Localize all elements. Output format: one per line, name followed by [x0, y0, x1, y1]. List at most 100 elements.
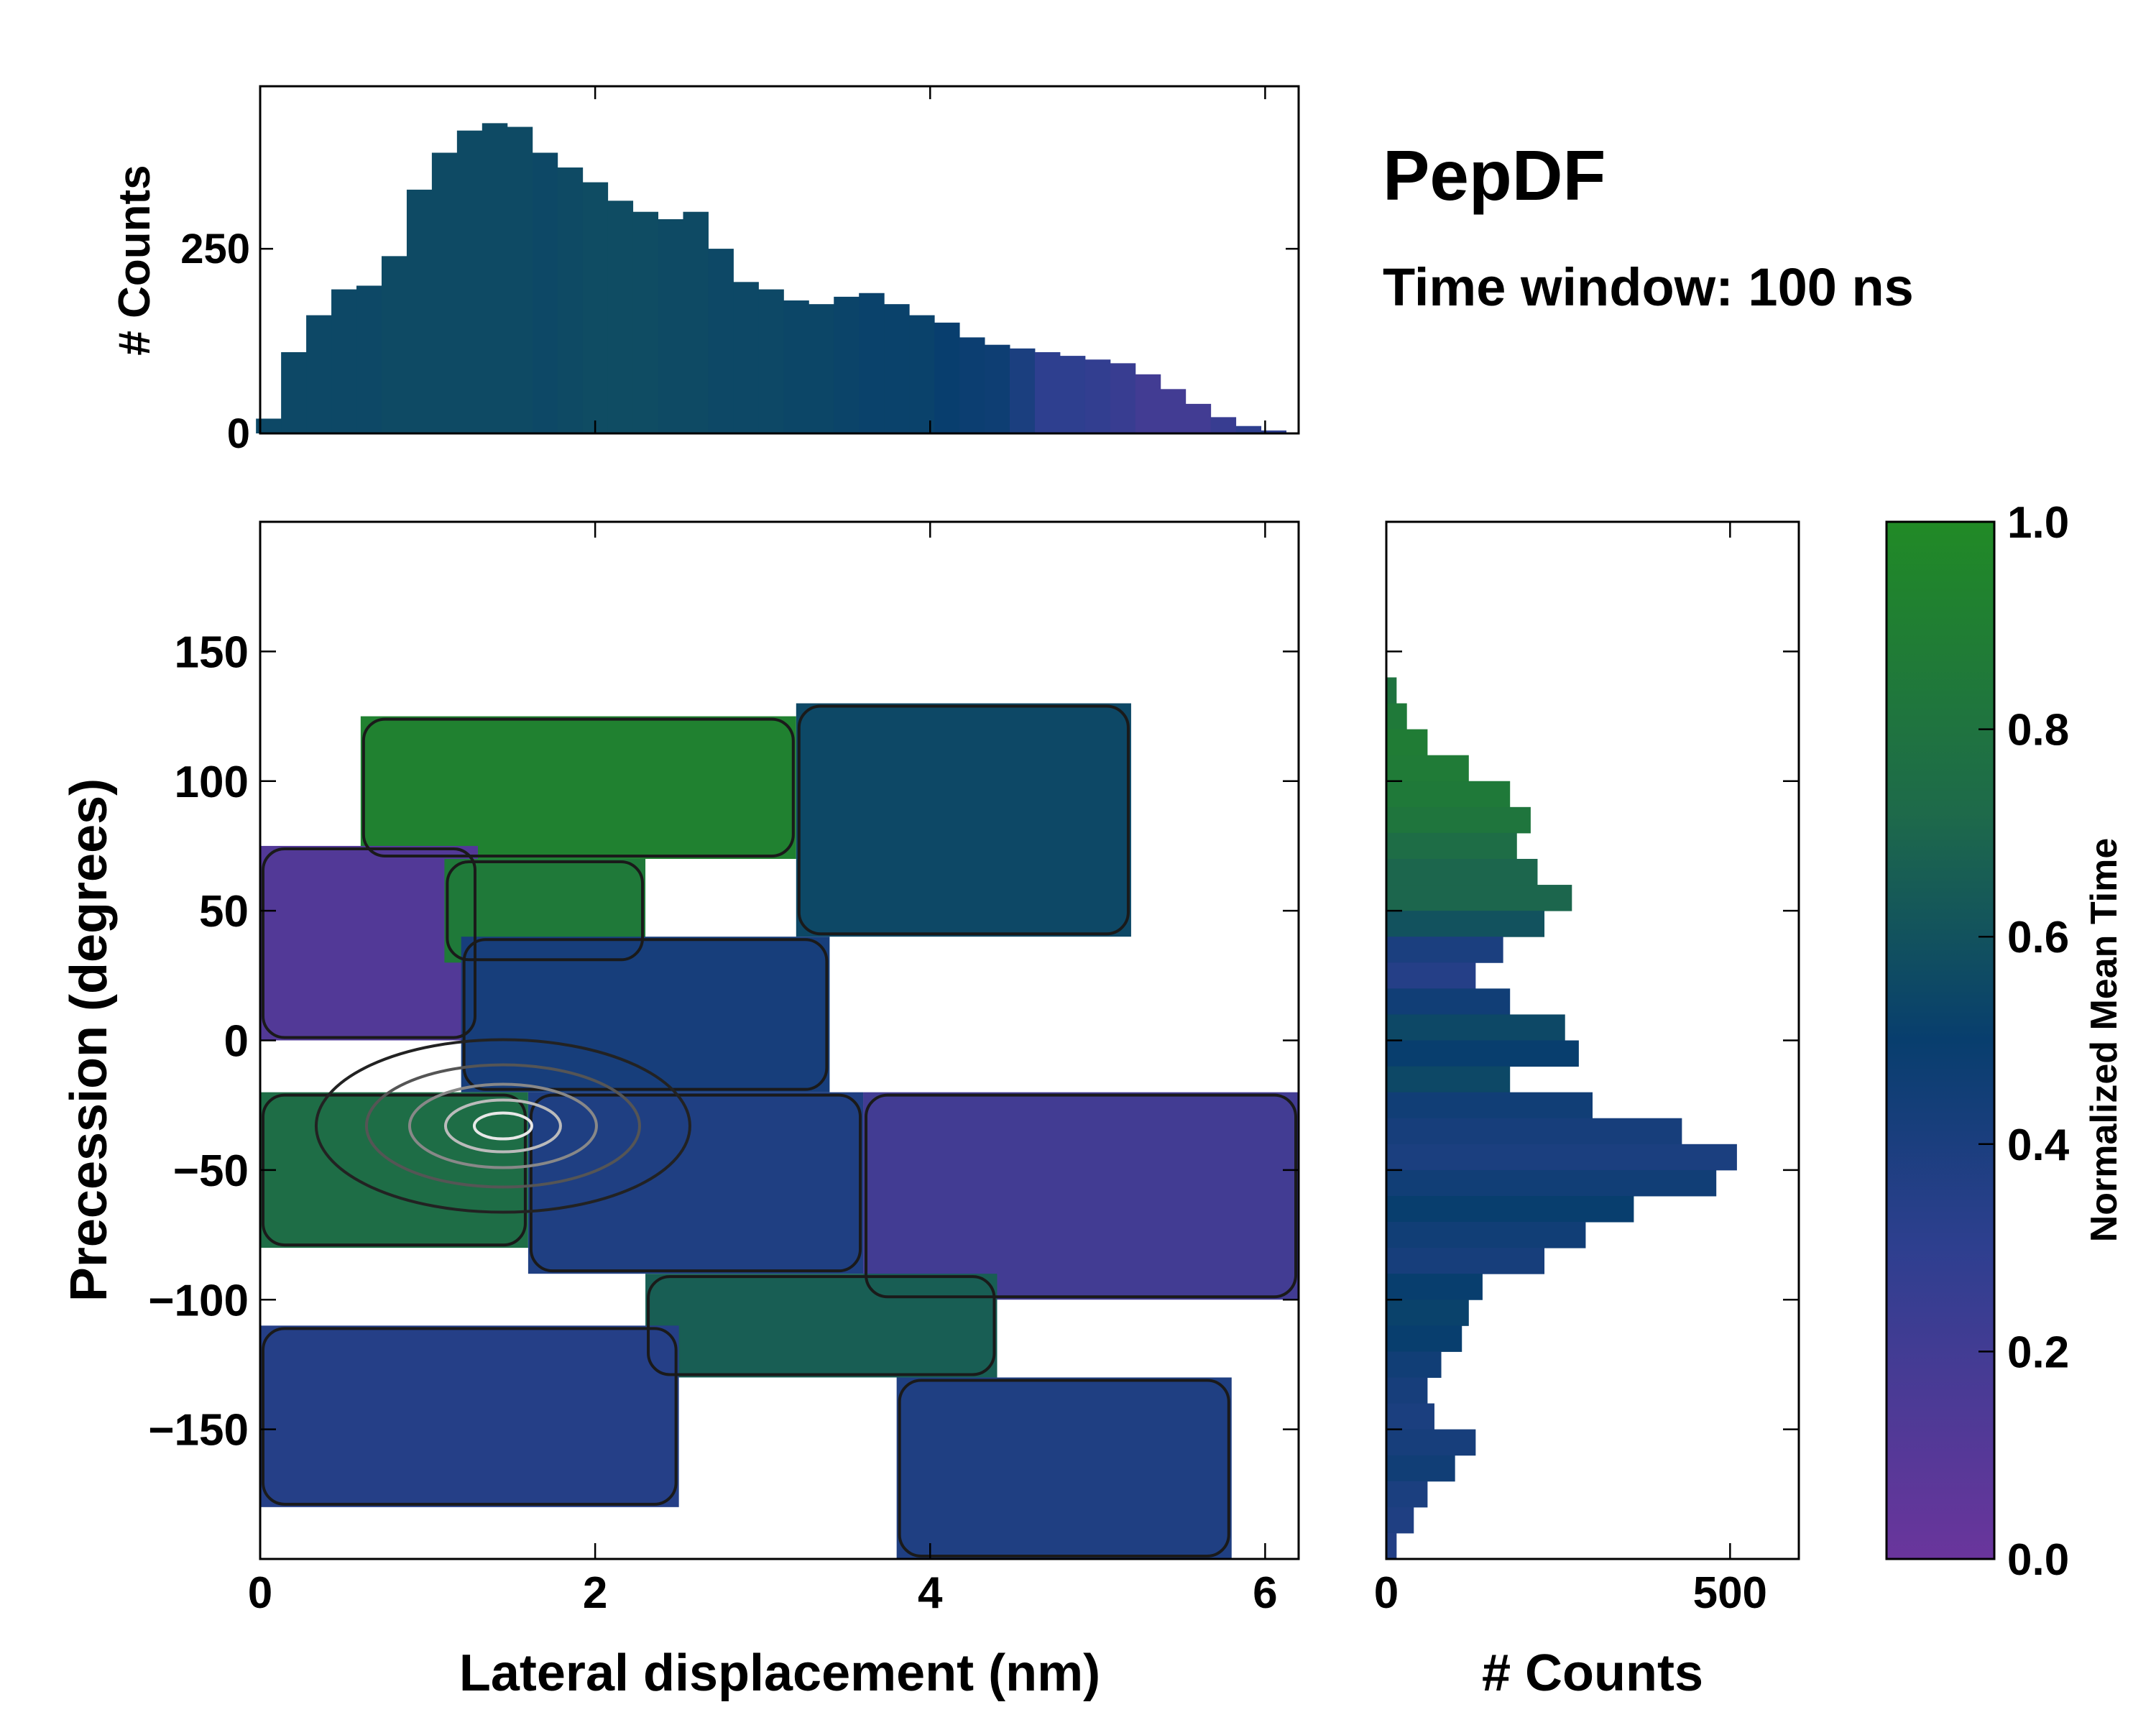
top-histogram-bar [1059, 356, 1086, 433]
main-ytick-label: 150 [175, 627, 249, 677]
density-contour-peak [407, 1082, 598, 1169]
top-histogram-bar [808, 304, 834, 433]
top-histogram-bar [406, 189, 433, 433]
right-histogram-bar [1386, 1014, 1565, 1041]
main-xtick-label: 0 [248, 1568, 272, 1618]
right-histogram-bar [1386, 1040, 1579, 1067]
right-histogram-bar [1386, 1403, 1434, 1430]
top-histogram-bar [1034, 351, 1061, 433]
heatmap-region-upper-green [360, 716, 796, 859]
top-ytick-label: 250 [180, 226, 250, 272]
top-histogram-frame [259, 85, 1300, 435]
top-histogram-bar [1009, 348, 1036, 433]
chart-title: PepDF [1383, 136, 1606, 215]
top-histogram-bar [306, 315, 332, 433]
top-histogram-bar [909, 315, 935, 433]
top-histogram-bar [607, 201, 634, 433]
top-histogram-bar [934, 322, 960, 433]
right-histogram-bar [1386, 677, 1397, 704]
density-contour [647, 1275, 996, 1376]
main-xtick-label: 4 [918, 1568, 943, 1618]
heatmap-region-lower-teal [645, 1274, 998, 1378]
density-contour-peak [364, 1063, 641, 1189]
density-contour [446, 860, 645, 962]
top-histogram-bar [1135, 374, 1161, 433]
right-histogram-bar [1386, 1169, 1717, 1197]
main-ytick-label: −50 [173, 1146, 249, 1196]
density-contour [865, 1093, 1297, 1299]
top-histogram-bar [1235, 426, 1262, 433]
density-contour [529, 1093, 862, 1273]
heatmap-region-center-dark [528, 1092, 864, 1274]
right-histogram-frame [1385, 520, 1800, 1560]
right-histogram-bar [1386, 1248, 1545, 1274]
colorbar-tick-label: 1.0 [2007, 498, 2069, 548]
right-histogram-bar [1386, 911, 1545, 937]
right-histogram-bar [1386, 1066, 1511, 1093]
top-histogram-bar [733, 282, 759, 433]
right-histogram-bar [1386, 755, 1469, 782]
main-heatmap: 0 2 4 6 150 100 50 0 −50 −100 −150 Lateral displac… [60, 520, 1300, 1702]
colorbar: 0.0 0.2 0.4 0.6 0.8 1.0 Normalized Mean Time [1885, 498, 2125, 1585]
right-histogram-bar [1386, 832, 1517, 860]
right-histogram-bar [1386, 1222, 1586, 1248]
density-contour-peak [314, 1038, 691, 1214]
top-ylabel: # Counts [110, 165, 160, 355]
right-histogram-bar [1386, 1092, 1593, 1119]
top-histogram-bar [758, 289, 784, 433]
top-histogram-bar [834, 296, 860, 433]
top-histogram-bar [1110, 363, 1136, 433]
colorbar-tick-label: 0.2 [2007, 1328, 2069, 1377]
colorbar-label: Normalized Mean Time [2083, 838, 2125, 1243]
right-histogram-bar [1386, 1351, 1442, 1378]
density-contour [462, 938, 829, 1091]
top-histogram-bar [783, 300, 809, 433]
right-xlabel: # Counts [1482, 1644, 1703, 1702]
right-histogram: 0 500 # Counts [1374, 520, 1800, 1702]
right-histogram-bar [1386, 1532, 1397, 1560]
density-contour [361, 717, 795, 857]
main-ytick-label: −150 [148, 1406, 249, 1455]
right-histogram-bar [1386, 1377, 1428, 1404]
chart-subtitle: Time window: 100 ns [1383, 257, 1914, 317]
right-histogram-bar [1386, 988, 1511, 1015]
top-histogram-bar [959, 337, 985, 433]
top-histogram: 0 250 # Counts [110, 85, 1300, 457]
density-contour [797, 704, 1130, 936]
density-contour-peak [443, 1098, 562, 1154]
right-histogram-bar [1386, 937, 1503, 963]
right-histogram-bar [1386, 1506, 1414, 1534]
right-histogram-bar [1386, 962, 1476, 989]
heatmap-region-left-green [260, 1092, 528, 1248]
top-ytick-label: 0 [227, 410, 250, 457]
density-contour [898, 1379, 1230, 1558]
top-histogram-bar [331, 289, 357, 433]
colorbar-tick-label: 0.4 [2007, 1121, 2070, 1170]
colorbar-tick-label: 0.8 [2007, 706, 2069, 755]
colorbar-gradient [1886, 522, 1994, 1559]
right-histogram-bar [1386, 1195, 1634, 1223]
right-histogram-bar [1386, 1455, 1455, 1482]
top-histogram-bar [532, 152, 558, 433]
top-histogram-bar [381, 256, 407, 433]
top-histogram-bar [1261, 430, 1287, 433]
top-histogram-bar [482, 123, 508, 433]
right-histogram-bar [1386, 703, 1407, 730]
right-histogram-bar [1386, 1429, 1476, 1456]
heatmap-region-lower-left-blue [260, 1325, 679, 1507]
colorbar-tick-label: 0.6 [2007, 913, 2069, 962]
top-histogram-bar [557, 167, 584, 434]
main-heatmap-frame [259, 520, 1300, 1560]
right-histogram-bar [1386, 1325, 1462, 1352]
right-histogram-bar [1386, 1144, 1737, 1171]
right-xtick-label: 0 [1374, 1568, 1399, 1618]
top-histogram-bar [1084, 359, 1111, 433]
right-histogram-bar [1386, 729, 1428, 756]
heatmap-region-upper-blue [796, 703, 1131, 937]
top-histogram-bar [708, 249, 734, 433]
right-histogram-bar [1386, 1481, 1428, 1508]
right-histogram-bar [1386, 858, 1538, 886]
annotation: PepDF Time window: 100 ns [1383, 136, 1914, 317]
colorbar-tick-label: 0.0 [2007, 1535, 2069, 1585]
top-histogram-bar [431, 152, 458, 433]
